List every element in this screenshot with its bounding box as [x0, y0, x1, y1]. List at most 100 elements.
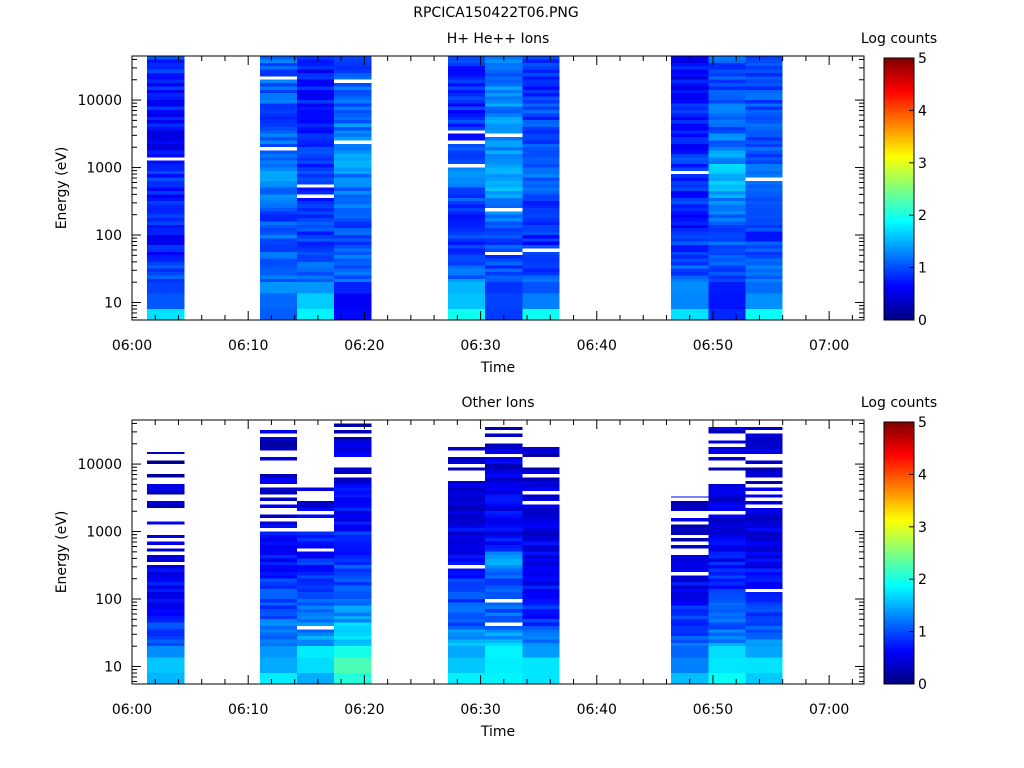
- spectrogram-bin: [448, 460, 486, 464]
- spectrogram-bin: [522, 153, 560, 158]
- spectrogram-bin: [147, 197, 185, 202]
- spectrogram-bin: [296, 211, 335, 215]
- spectrogram-bin: [296, 272, 335, 276]
- spectrogram-bin: [708, 534, 746, 539]
- spectrogram-bin: [745, 255, 783, 259]
- spectrogram-bin: [448, 59, 486, 63]
- spectrogram-bin: [522, 251, 560, 256]
- spectrogram-bin: [259, 103, 297, 107]
- spectrogram-bin: [147, 150, 185, 154]
- spectrogram-bin: [485, 443, 523, 448]
- spectrogram-bin: [334, 548, 372, 552]
- spectrogram-bin: [522, 605, 560, 610]
- spectrogram-bin: [147, 89, 185, 94]
- spectrogram-bin: [147, 484, 185, 488]
- spectrogram-bin: [448, 211, 486, 215]
- spectrogram-bin: [671, 228, 709, 232]
- spectrogram-bin: [485, 83, 523, 87]
- spectrogram-bin: [745, 66, 783, 70]
- spectrogram-bin: [522, 96, 560, 100]
- spectrogram-bin: [671, 69, 709, 73]
- spectrogram-bin: [522, 602, 560, 606]
- spectrogram-bin: [708, 207, 746, 212]
- spectrogram-bin: [296, 164, 335, 168]
- spectrogram-bin: [485, 612, 523, 616]
- spectrogram-bin: [296, 72, 335, 77]
- spectrogram-bin: [448, 86, 486, 90]
- spectrogram-bin: [522, 534, 560, 539]
- spectrogram-bin: [522, 234, 560, 239]
- spectrogram-bin: [745, 629, 783, 633]
- spectrogram-bin: [296, 642, 335, 647]
- spectrogram-bin: [708, 531, 746, 535]
- spectrogram-bin: [745, 126, 783, 131]
- spectrogram-bin: [671, 605, 709, 610]
- spectrogram-bin: [485, 113, 523, 117]
- spectrogram-bin: [296, 99, 335, 104]
- spectrogram-bin: [334, 511, 372, 515]
- spectrogram-bin: [745, 524, 783, 529]
- spectrogram-bin: [708, 214, 746, 219]
- spectrogram-bin: [448, 143, 486, 148]
- spectrogram-bin: [448, 507, 486, 512]
- spectrogram-bin: [671, 517, 709, 522]
- spectrogram-bin: [485, 258, 523, 262]
- spectrogram-bin: [522, 245, 560, 249]
- spectrogram-bin: [671, 207, 709, 212]
- spectrogram-bin: [448, 194, 486, 198]
- spectrogram-bin: [671, 99, 709, 104]
- spectrogram-bin: [147, 625, 185, 630]
- spectrogram-bin: [334, 72, 372, 77]
- spectrogram-bin: [745, 207, 783, 212]
- spectrogram-bin: [485, 197, 523, 202]
- spectrogram-bin: [448, 447, 486, 451]
- spectrogram-bin: [522, 622, 560, 626]
- spectrogram-bin: [708, 194, 746, 198]
- spectrogram-bin: [259, 126, 297, 131]
- spectrogram-bin: [522, 272, 560, 276]
- spectrogram-bin: [259, 56, 297, 60]
- spectrogram-bin: [448, 153, 486, 158]
- spectrogram-bin: [147, 632, 185, 637]
- spectrogram-bin: [522, 487, 560, 491]
- spectrogram-bin: [708, 622, 746, 626]
- spectrogram-bin: [671, 615, 709, 620]
- spectrogram-bin: [259, 429, 297, 431]
- spectrogram-bin: [296, 120, 335, 124]
- spectrogram-bin: [708, 66, 746, 70]
- spectrogram-bin: [259, 477, 297, 481]
- spectrogram-bin: [708, 187, 746, 192]
- spectrogram-bin: [334, 609, 372, 613]
- spectrogram-bin: [259, 646, 297, 658]
- spectrogram-bin: [296, 170, 335, 175]
- spectrogram-bin: [147, 234, 185, 239]
- spectrogram-bin: [708, 248, 746, 252]
- spectrogram-bin: [485, 272, 523, 276]
- spectrogram-bin: [259, 548, 297, 552]
- spectrogram-bin: [334, 194, 372, 198]
- spectrogram-bin: [708, 83, 746, 87]
- spectrogram-bin: [708, 201, 746, 205]
- spectrogram-bin: [485, 578, 523, 583]
- spectrogram-column: [485, 426, 523, 684]
- spectrogram-bin: [334, 571, 372, 576]
- spectrogram-bin: [448, 106, 486, 111]
- spectrogram-bin: [671, 602, 709, 606]
- spectrogram-bin: [334, 632, 372, 637]
- spectrogram-bin: [671, 258, 709, 262]
- spectrogram-bin: [296, 514, 335, 518]
- spectrogram-bin: [522, 211, 560, 215]
- spectrogram-bin: [334, 133, 372, 138]
- spectrogram-bin: [708, 258, 746, 262]
- spectrogram-bin: [334, 272, 372, 276]
- spectrogram-bin: [745, 153, 783, 158]
- spectrogram-bin: [485, 309, 523, 320]
- spectrogram-bin: [147, 160, 185, 165]
- spectrogram-bin: [485, 561, 523, 566]
- spectrogram-bin: [745, 245, 783, 249]
- spectrogram-bin: [522, 477, 560, 481]
- spectrogram-bin: [147, 548, 185, 552]
- spectrogram-bin: [485, 575, 523, 579]
- spectrogram-bin: [334, 160, 372, 165]
- spectrogram-bin: [334, 248, 372, 252]
